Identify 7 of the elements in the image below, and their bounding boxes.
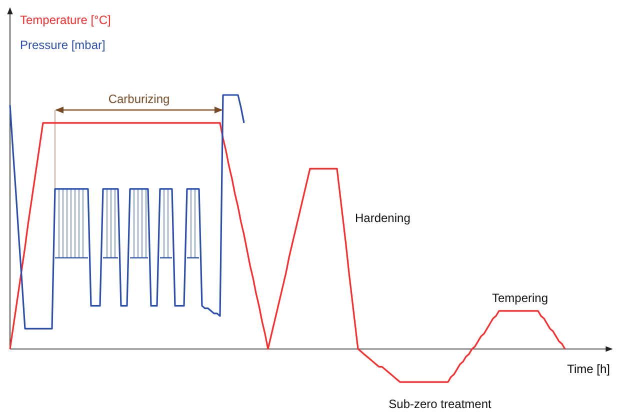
x-axis-title: Time [h] [567, 362, 610, 376]
text: Temperature [°C] [20, 13, 111, 27]
annotation: Carburizing [108, 92, 170, 106]
annotation: Hardening [355, 211, 410, 226]
text: Sub-zero treatment [388, 397, 492, 412]
annotation: Tempering [492, 291, 548, 306]
text: Pressure [mbar] [20, 38, 106, 52]
